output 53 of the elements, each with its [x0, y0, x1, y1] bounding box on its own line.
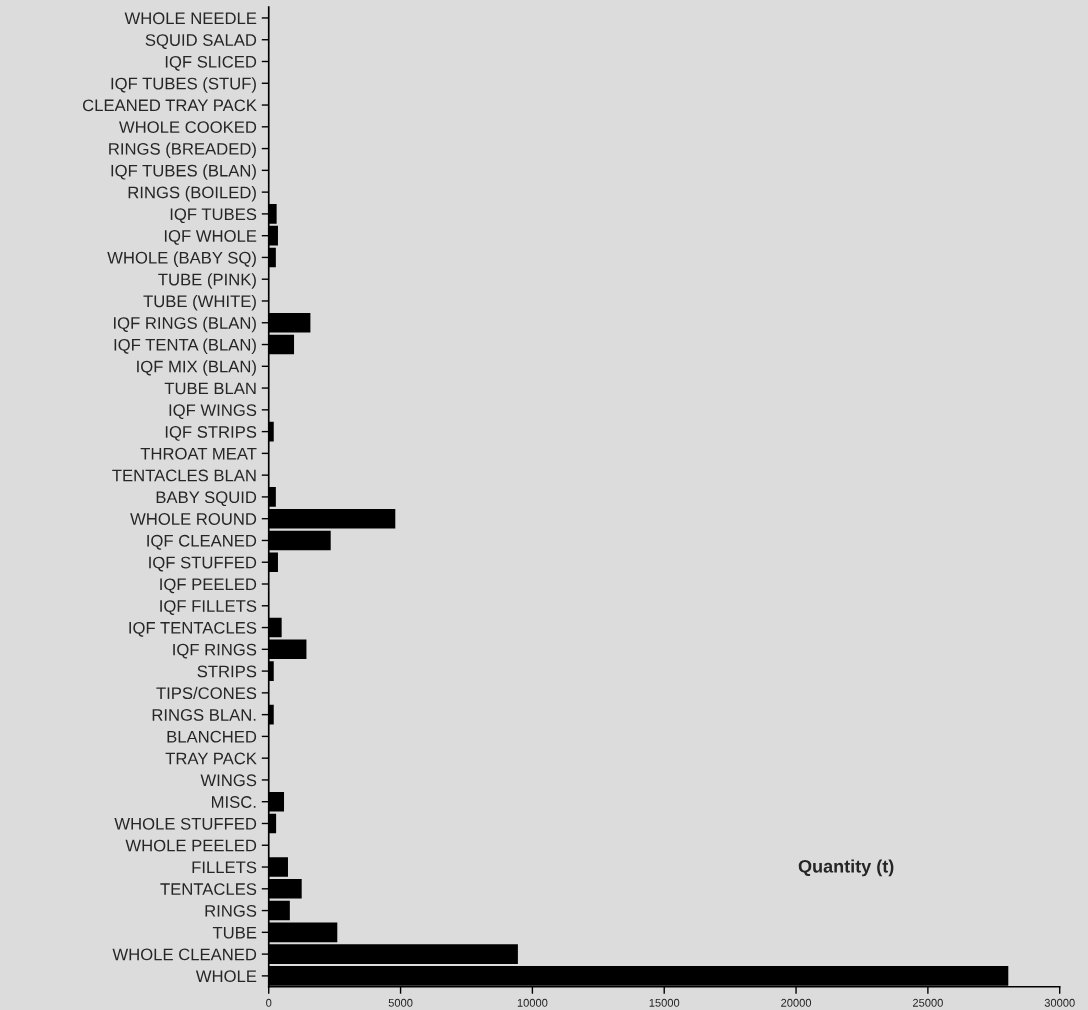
- y-tick-label: IQF FILLETS: [160, 600, 257, 615]
- y-tick-label: WHOLE (BABY SQ): [107, 251, 256, 267]
- y-tick-label: IQF RINGS (BLAN): [114, 316, 256, 333]
- y-tick-label: WHOLE NEEDLE: [124, 12, 257, 25]
- x-tick-label: 15000: [649, 998, 680, 1007]
- y-tick-label: WHOLE PEELED: [125, 839, 257, 852]
- y-tick-label: IQF SLICED: [165, 55, 257, 71]
- y-tick-label: WHOLE COOKED: [119, 121, 257, 134]
- y-tick-label: IQF TENTA (BLAN): [114, 338, 256, 355]
- y-tick-label: IQF TUBES (STUF): [111, 77, 256, 93]
- x-tick-label: 0: [266, 998, 272, 1007]
- y-tick-label: MISC.: [212, 796, 256, 808]
- y-tick-label: BLANCHED: [167, 730, 257, 743]
- y-tick-label: WINGS: [200, 774, 257, 787]
- y-tick-label: TUBE (WHITE): [143, 294, 256, 311]
- y-tick-label: WHOLE STUFFED: [114, 817, 257, 830]
- y-tick-label: IQF TUBES: [170, 208, 257, 224]
- x-axis-title: Quantity (t): [798, 859, 894, 877]
- y-tick-label: RINGS (BOILED): [128, 186, 256, 202]
- x-tick-label: 5000: [388, 998, 413, 1007]
- y-tick-label: IQF TENTACLES: [129, 621, 257, 637]
- y-tick-label: FILLETS: [192, 861, 257, 874]
- y-tick-label: RINGS BLAN.: [152, 709, 256, 721]
- y-tick-label: TIPS/CONES: [156, 686, 257, 700]
- y-tick-label: IQF WINGS: [169, 404, 257, 420]
- y-tick-label: TUBE (PINK): [158, 273, 256, 289]
- y-tick-label: WHOLE: [195, 970, 257, 983]
- y-tick-label: IQF STRIPS: [165, 426, 257, 441]
- y-tick-label: IQF WHOLE: [164, 230, 257, 245]
- y-tick-label: CLEANED TRAY PACK: [82, 99, 257, 112]
- x-tick-label: 10000: [517, 998, 548, 1007]
- y-tick-label: STRIPS: [197, 665, 257, 678]
- y-tick-label: RINGS: [205, 904, 257, 917]
- y-tick-label: WHOLE CLEANED: [112, 948, 257, 961]
- x-tick-label: 30000: [1044, 998, 1075, 1007]
- y-tick-label: THROAT MEAT: [140, 447, 257, 460]
- y-tick-label: IQF CLEANED: [147, 534, 257, 550]
- y-tick-label: SQUID SALAD: [145, 34, 257, 49]
- y-tick-label: WHOLE ROUND: [130, 513, 257, 525]
- y-tick-label: RINGS (BREADED): [109, 142, 256, 159]
- x-tick-label: 20000: [781, 998, 812, 1007]
- y-tick-label: IQF TUBES (BLAN): [111, 164, 256, 180]
- y-tick-label: IQF STUFFED: [149, 556, 257, 572]
- y-tick-label: TENTACLES: [160, 883, 257, 895]
- x-tick-label: 25000: [912, 998, 943, 1007]
- y-tick-label: BABY SQUID: [156, 491, 257, 507]
- y-tick-label: TRAY PACK: [165, 752, 257, 765]
- y-tick-label: TENTACLES BLAN: [112, 469, 256, 482]
- y-tick-label: IQF PEELED: [160, 578, 257, 594]
- y-tick-label: IQF RINGS: [173, 643, 257, 659]
- y-tick-label: TUBE BLAN: [164, 382, 256, 395]
- y-tick-label: IQF MIX (BLAN): [137, 360, 256, 376]
- y-tick-label: TUBE: [212, 926, 257, 939]
